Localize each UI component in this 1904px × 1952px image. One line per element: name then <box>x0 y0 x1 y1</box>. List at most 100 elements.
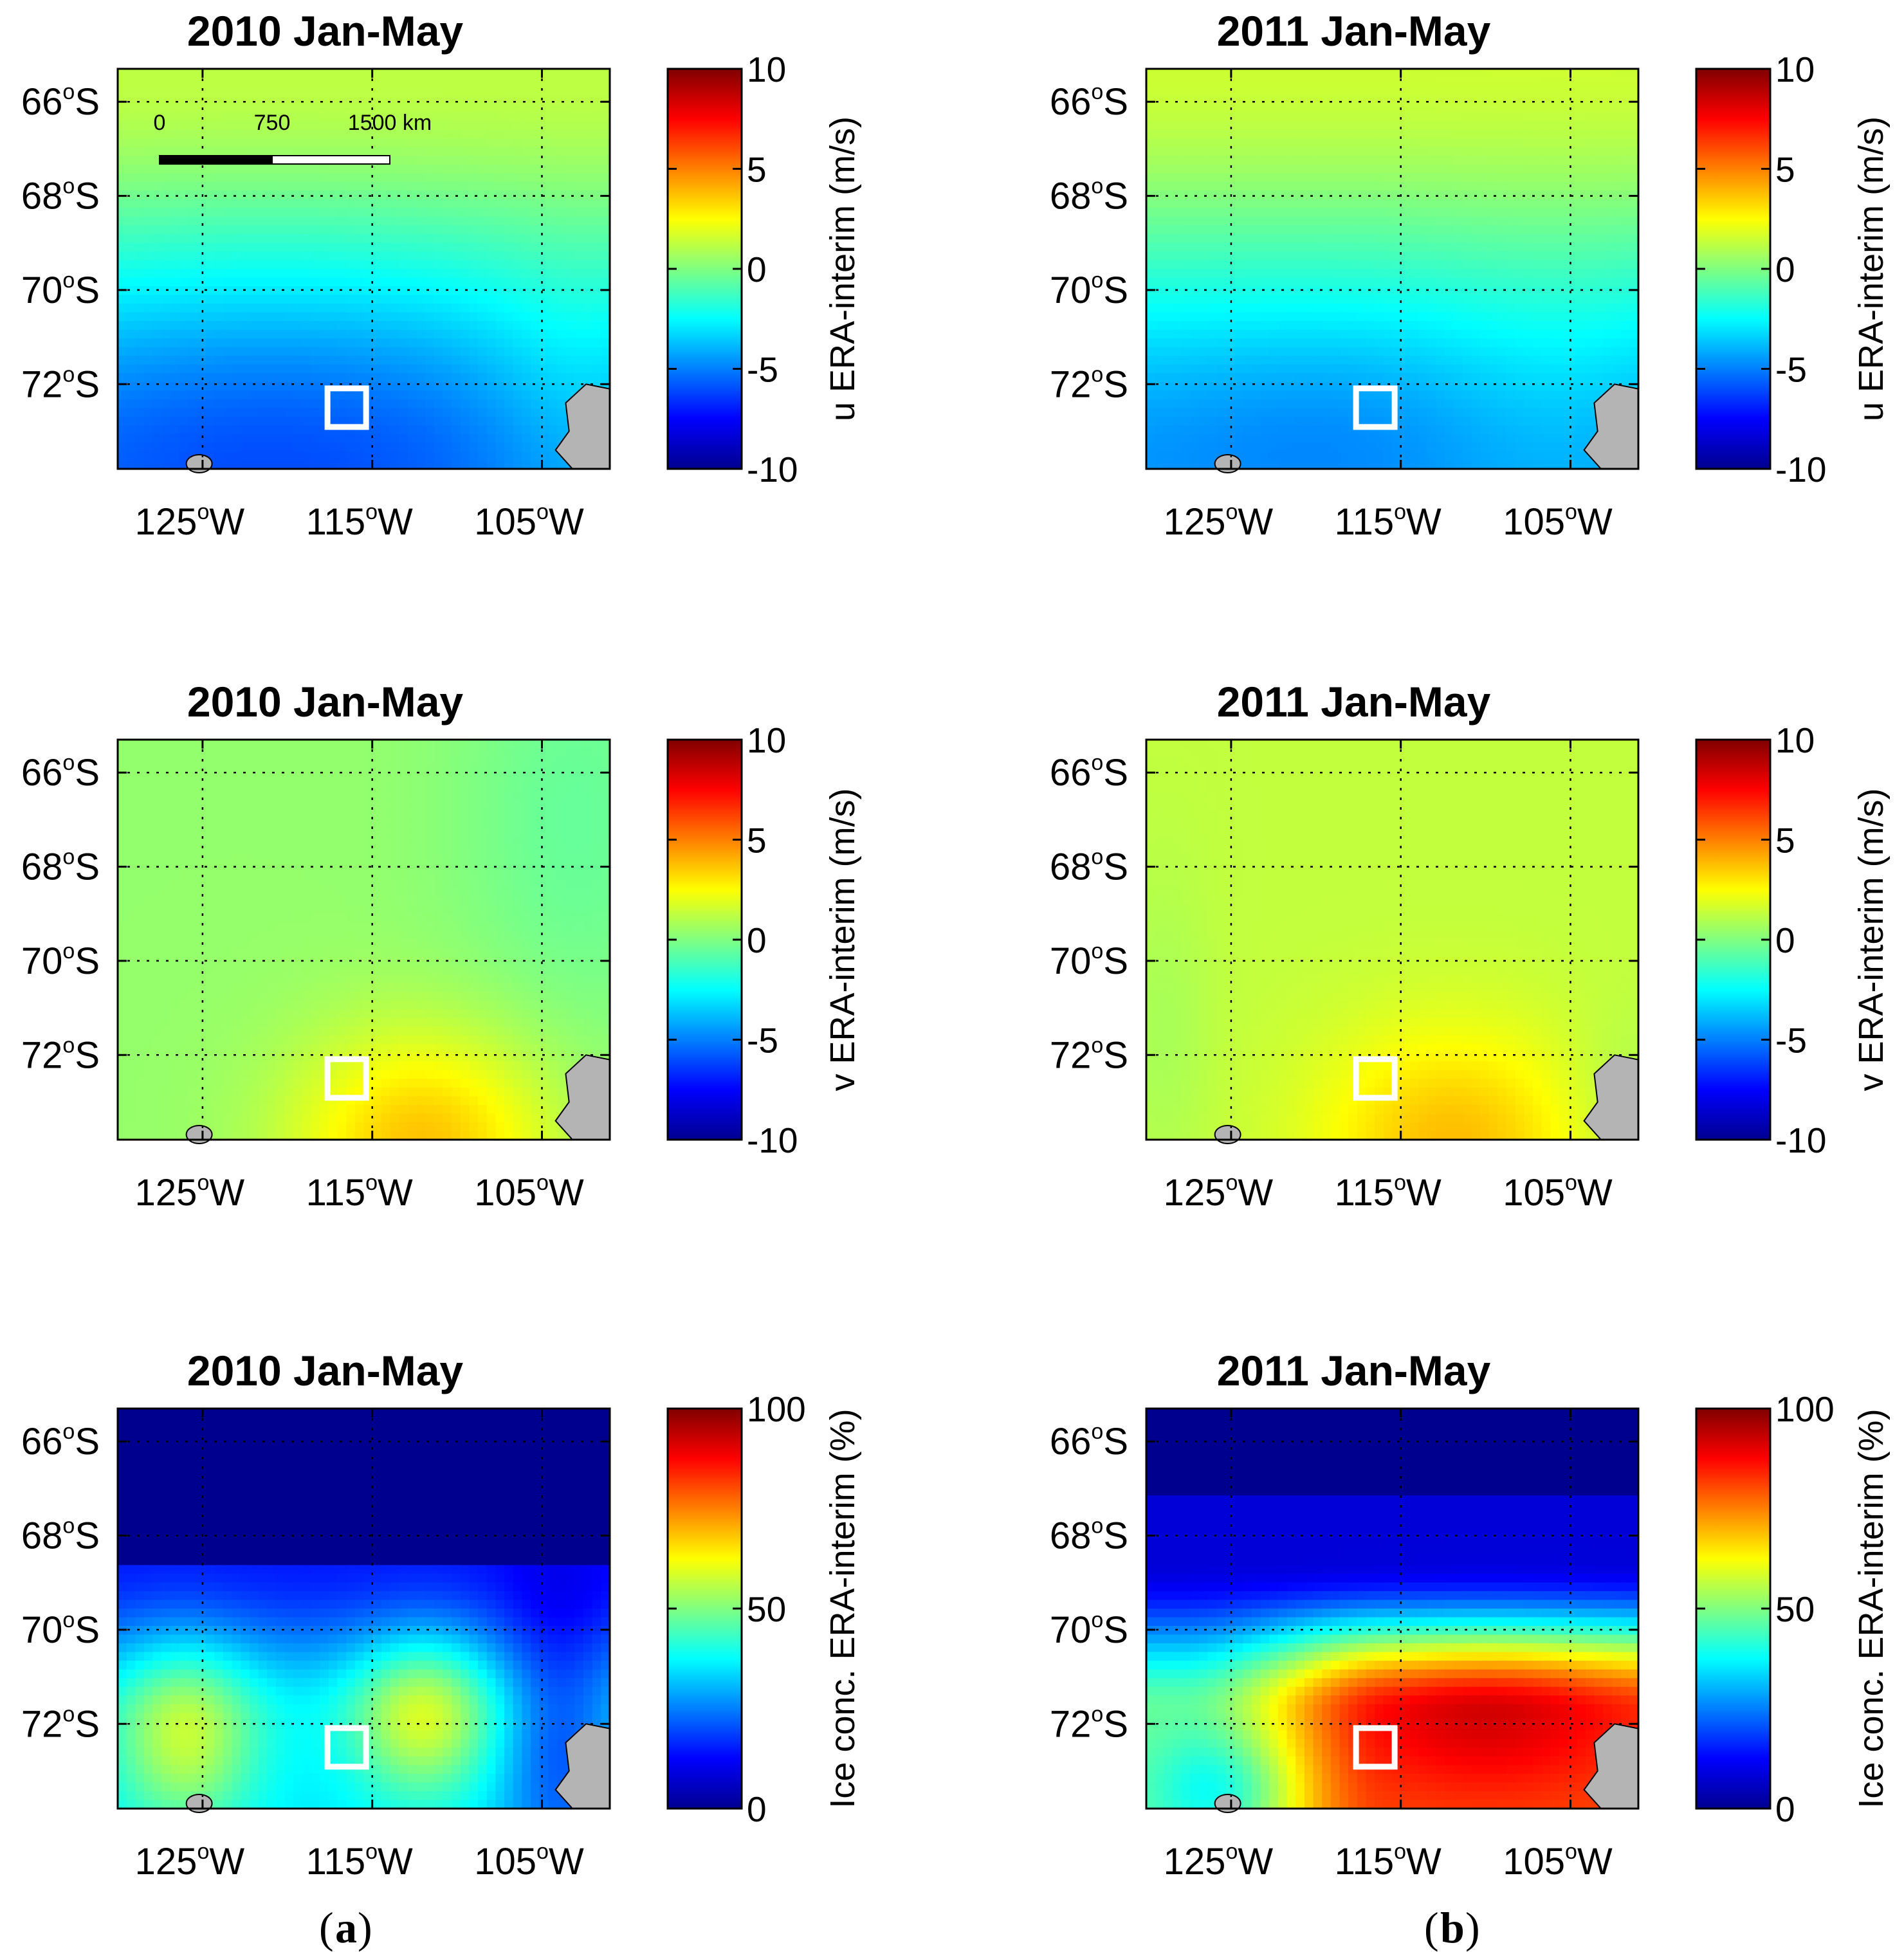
field-cell <box>223 242 233 252</box>
field-cell <box>275 433 286 444</box>
field-cell <box>1524 381 1534 392</box>
field-cell <box>205 208 215 217</box>
field-cell <box>170 408 180 417</box>
field-cell <box>161 112 171 122</box>
field-cell <box>1462 390 1472 400</box>
field-cell <box>275 416 286 426</box>
field-cell <box>1295 364 1305 374</box>
field-cell <box>1286 295 1297 305</box>
field-cell <box>425 277 435 287</box>
field-cell <box>1322 304 1332 313</box>
field-cell <box>1234 373 1244 383</box>
field-cell <box>407 338 417 348</box>
field-cell <box>1295 260 1305 269</box>
field-cell <box>170 129 180 140</box>
field-cell <box>1524 442 1534 452</box>
field-cell <box>135 104 145 113</box>
field-cell <box>1234 329 1244 340</box>
field-cell <box>284 277 295 287</box>
field-cell <box>1445 286 1455 296</box>
field-cell <box>522 77 532 87</box>
field-cell <box>311 408 321 417</box>
field-cell <box>443 69 453 78</box>
field-cell <box>531 442 540 452</box>
field-cell <box>1304 442 1314 452</box>
field-cell <box>1216 121 1226 131</box>
field-cell <box>1216 425 1226 435</box>
field-cell <box>1418 216 1429 226</box>
field-cell <box>574 173 585 183</box>
field-cell <box>258 416 268 426</box>
field-cell <box>1488 269 1499 278</box>
field-cell <box>1445 260 1455 269</box>
field-cell <box>1418 277 1429 287</box>
field-cell <box>1497 399 1508 409</box>
field-cell <box>267 242 277 252</box>
field-cell <box>460 304 470 313</box>
field-cell <box>399 381 408 392</box>
field-cell <box>328 225 338 235</box>
field-cell <box>1383 260 1393 269</box>
field-cell <box>565 286 576 296</box>
field-cell <box>284 312 295 322</box>
field-cell <box>381 225 391 235</box>
field-cell <box>1164 408 1173 417</box>
field-cell <box>249 129 259 140</box>
field-cell <box>1207 329 1218 340</box>
field-cell <box>293 381 303 392</box>
field-cell <box>311 199 321 209</box>
field-cell <box>1216 373 1226 383</box>
field-cell <box>1480 216 1490 226</box>
field-cell <box>1234 199 1244 209</box>
field-cell <box>241 138 250 148</box>
field-cell <box>1418 233 1429 244</box>
field-cell <box>1348 321 1358 331</box>
field-cell <box>1409 329 1420 340</box>
field-cell <box>1366 69 1376 78</box>
field-cell <box>1515 460 1525 470</box>
field-cell <box>1568 425 1578 435</box>
field-cell <box>363 129 374 140</box>
field-cell <box>443 295 453 305</box>
field-cell <box>275 373 286 383</box>
field-cell <box>539 416 549 426</box>
field-cell <box>1401 364 1411 374</box>
field-cell <box>1348 121 1358 131</box>
field-cell <box>1260 86 1270 96</box>
field-cell <box>574 251 585 261</box>
field-cell <box>1586 295 1595 305</box>
field-cell <box>1515 260 1525 269</box>
field-cell <box>152 181 163 192</box>
field-cell <box>1480 181 1490 192</box>
field-cell <box>1427 460 1437 470</box>
field-cell <box>1181 277 1191 287</box>
field-cell <box>1269 164 1279 174</box>
field-cell <box>1277 460 1288 470</box>
field-cell <box>1366 347 1376 357</box>
field-cell <box>188 260 197 269</box>
field-cell <box>337 112 347 122</box>
field-cell <box>258 208 268 217</box>
field-cell <box>302 164 312 174</box>
field-cell <box>275 173 286 183</box>
field-cell <box>196 399 206 409</box>
field-cell <box>1471 390 1481 400</box>
field-cell <box>548 416 558 426</box>
field-cell <box>1506 425 1516 435</box>
field-cell <box>311 86 321 96</box>
field-cell <box>407 364 417 374</box>
field-cell <box>1260 364 1270 374</box>
field-raster <box>1146 69 1639 470</box>
field-cell <box>223 251 233 261</box>
field-cell <box>1533 147 1542 157</box>
field-cell <box>1234 77 1244 87</box>
field-cell <box>1418 156 1429 165</box>
field-cell <box>1559 216 1569 226</box>
field-cell <box>1541 251 1552 261</box>
field-cell <box>425 190 435 200</box>
field-cell <box>495 242 506 252</box>
field-cell <box>1164 173 1173 183</box>
field-cell <box>1506 112 1516 122</box>
field-cell <box>1155 181 1165 192</box>
field-cell <box>390 425 400 435</box>
